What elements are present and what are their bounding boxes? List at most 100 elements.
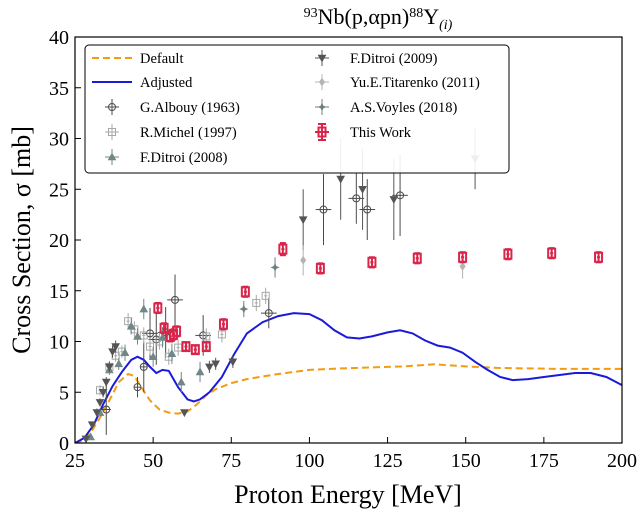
series-this-work: [153, 242, 604, 356]
point-marker: [139, 331, 148, 340]
y-tick-label: 5: [59, 382, 69, 404]
point-marker: [139, 362, 148, 371]
series-f-ditroi-2008-: [86, 298, 205, 441]
legend-item: Yu.E.Titarenko (2011): [315, 74, 480, 91]
x-tick-label: 200: [607, 450, 637, 472]
point-marker: [240, 286, 250, 298]
data-point: [195, 361, 205, 383]
point-marker: [389, 196, 399, 204]
data-point: [300, 245, 307, 276]
data-point: [315, 174, 332, 246]
legend-item: Default: [92, 51, 183, 67]
legend-label: Adjusted: [140, 75, 193, 91]
title-reaction: Nb(p,αpn): [318, 4, 410, 29]
data-point: [503, 248, 513, 261]
y-tick-label: 30: [49, 129, 69, 151]
legend-label: R.Michel (1997): [140, 125, 237, 141]
series-yu-e-titarenko-2011-: [300, 245, 466, 279]
point-marker: [87, 421, 97, 430]
x-tick-label: 50: [143, 450, 163, 472]
point-marker: [139, 304, 149, 313]
series-line-default: [75, 363, 622, 443]
data-point: [174, 339, 183, 356]
data-point: [139, 341, 148, 393]
data-point: [146, 338, 155, 355]
point-marker: [202, 332, 211, 341]
point-marker: [217, 330, 226, 339]
y-tick-label: 35: [49, 78, 69, 100]
data-point: [412, 252, 422, 265]
data-point: [98, 387, 108, 398]
point-marker: [159, 322, 169, 334]
point-marker: [239, 304, 249, 314]
data-point: [359, 179, 376, 240]
legend-label: F.Ditroi (2009): [350, 51, 438, 67]
point-marker: [278, 243, 288, 255]
data-point: [167, 343, 177, 364]
data-point: [547, 247, 557, 260]
data-point: [133, 377, 142, 398]
point-marker: [594, 251, 604, 263]
data-point: [270, 257, 280, 278]
point-marker: [412, 252, 422, 264]
data-point: [126, 318, 136, 335]
point-marker: [158, 332, 167, 341]
point-marker: [92, 409, 102, 418]
legend-label: F.Ditroi (2008): [140, 150, 228, 166]
point-marker: [261, 291, 270, 300]
point-marker: [201, 341, 211, 353]
point-marker: [300, 255, 307, 265]
data-point: [298, 189, 308, 251]
legend-label: Yu.E.Titarenko (2011): [350, 75, 480, 91]
point-marker: [167, 349, 177, 357]
title-isomer-state: (i): [439, 18, 453, 33]
legend-swatch: [108, 103, 116, 111]
series-a-s-voyles-2018-: [239, 257, 280, 318]
point-marker: [367, 256, 377, 268]
data-point: [81, 435, 91, 443]
point-marker: [352, 194, 361, 203]
data-point: [114, 357, 124, 370]
legend-swatch: [318, 77, 326, 87]
point-marker: [180, 409, 189, 418]
point-marker: [171, 295, 180, 304]
point-marker: [205, 363, 214, 372]
legend-item: A.S.Voyles (2018): [315, 99, 457, 116]
legend-item: R.Michel (1997): [105, 124, 237, 141]
point-marker: [133, 383, 142, 392]
y-tick-label: 20: [49, 230, 69, 252]
data-point: [278, 242, 288, 257]
data-point: [240, 285, 250, 298]
point-marker: [108, 348, 117, 357]
y-tick-label: 15: [49, 281, 69, 303]
data-point: [153, 301, 163, 315]
y-tick-label: 40: [49, 27, 69, 49]
data-point: [95, 398, 105, 407]
data-point: [159, 322, 169, 335]
point-marker: [148, 352, 158, 361]
point-marker: [264, 309, 273, 318]
legend-item: G.Albouy (1963): [105, 99, 240, 116]
data-point: [594, 251, 604, 264]
series-g-albouy-1963-: [101, 154, 408, 435]
legend-box: [84, 44, 510, 174]
point-marker: [459, 262, 466, 271]
plot-area: [75, 128, 622, 443]
x-tick-label: 175: [529, 450, 559, 472]
series-line-adjusted: [75, 312, 622, 443]
legend-label: Default: [140, 51, 183, 67]
point-marker: [315, 262, 325, 274]
data-point: [205, 360, 214, 373]
legend-label: G.Albouy (1963): [140, 100, 240, 116]
point-marker: [195, 367, 205, 376]
data-point: [158, 327, 167, 348]
data-point: [139, 327, 148, 344]
point-marker: [172, 325, 182, 337]
point-marker: [270, 262, 280, 272]
point-marker: [105, 363, 114, 372]
y-tick-label: 10: [49, 332, 69, 354]
data-point: [87, 421, 97, 430]
data-point: [120, 344, 130, 361]
point-marker: [190, 344, 200, 356]
